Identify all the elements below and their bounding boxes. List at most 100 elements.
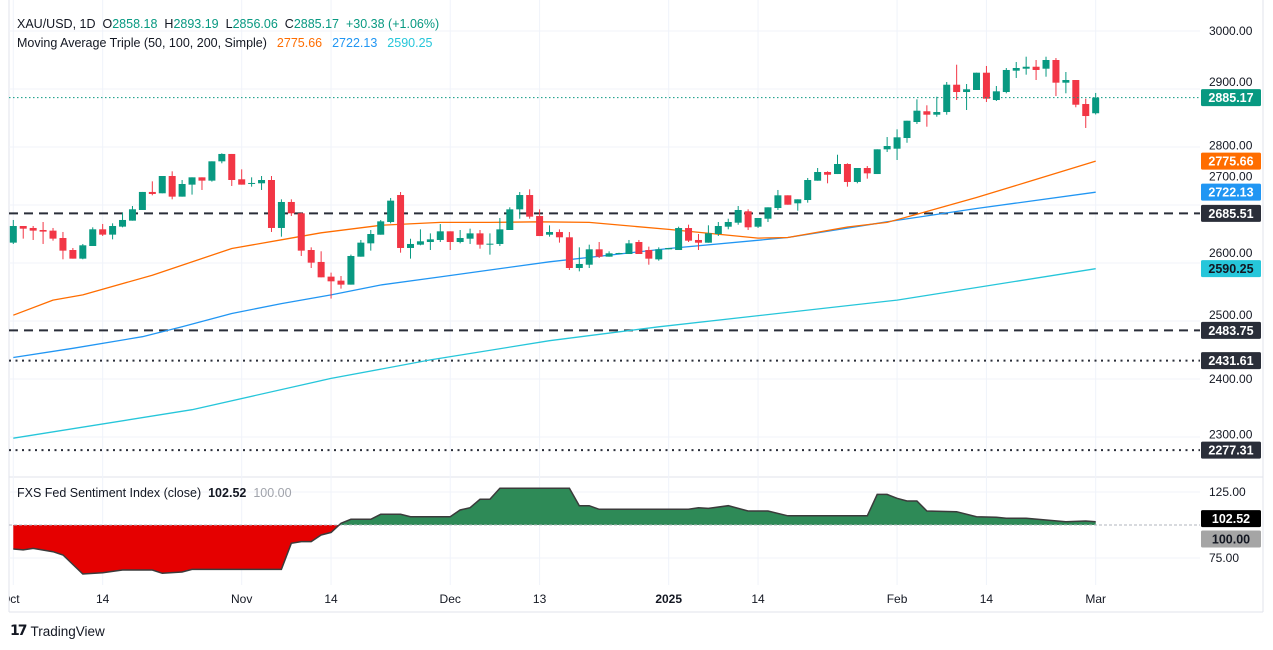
indicator-line[interactable]	[13, 487, 1096, 575]
candle-bullish[interactable]	[248, 177, 256, 187]
candle-bearish[interactable]	[923, 105, 931, 127]
candle-bullish[interactable]	[655, 247, 663, 261]
candle-bearish[interactable]	[982, 65, 990, 102]
candle-bullish[interactable]	[724, 218, 732, 230]
candle-bearish[interactable]	[555, 229, 563, 243]
candle-bearish[interactable]	[29, 225, 37, 240]
candle-bullish[interactable]	[804, 177, 812, 203]
candle-bullish[interactable]	[1012, 61, 1020, 78]
candle-bearish[interactable]	[267, 176, 275, 232]
candle-bullish[interactable]	[188, 177, 196, 195]
candle-bullish[interactable]	[426, 233, 434, 251]
candle-bullish[interactable]	[963, 84, 971, 110]
candle-bullish[interactable]	[714, 221, 722, 236]
candle-bearish[interactable]	[69, 247, 77, 259]
candle-bullish[interactable]	[486, 233, 494, 255]
candle-bullish[interactable]	[347, 254, 355, 285]
candle-bullish[interactable]	[546, 225, 554, 237]
sma-200-line[interactable]	[13, 268, 1096, 439]
sma-100-line[interactable]	[13, 191, 1096, 359]
candle-bullish[interactable]	[625, 239, 633, 255]
candle-bullish[interactable]	[436, 224, 444, 243]
candle-bearish[interactable]	[397, 192, 405, 253]
candle-bullish[interactable]	[734, 205, 742, 225]
candle-bearish[interactable]	[49, 227, 57, 241]
candle-bullish[interactable]	[119, 212, 127, 228]
candle-bearish[interactable]	[536, 209, 544, 237]
candle-bullish[interactable]	[456, 229, 464, 244]
candle-bullish[interactable]	[128, 205, 136, 221]
candle-bullish[interactable]	[466, 228, 474, 244]
price-axis[interactable]: 3000.00 2900.00 2800.00 2700.00 2600.00 2500.…	[1201, 24, 1261, 565]
candle-bullish[interactable]	[675, 226, 683, 251]
candle-bullish[interactable]	[208, 161, 216, 182]
candle-bearish[interactable]	[307, 247, 315, 268]
candle-bullish[interactable]	[764, 207, 772, 222]
candle-bullish[interactable]	[377, 220, 385, 235]
candle-bullish[interactable]	[665, 247, 673, 250]
candle-bearish[interactable]	[1032, 60, 1040, 81]
candle-bullish[interactable]	[704, 225, 712, 243]
candle-bullish[interactable]	[407, 238, 414, 259]
candle-bearish[interactable]	[1052, 58, 1060, 97]
candle-bearish[interactable]	[685, 224, 693, 243]
candle-bullish[interactable]	[873, 149, 881, 175]
candle-bullish[interactable]	[585, 244, 593, 268]
candle-bullish[interactable]	[774, 189, 782, 210]
candle-bullish[interactable]	[943, 81, 951, 115]
candle-bearish[interactable]	[565, 232, 573, 271]
candle-bullish[interactable]	[893, 129, 901, 160]
candle-bullish[interactable]	[178, 180, 186, 197]
candle-bearish[interactable]	[1072, 80, 1080, 108]
candle-bullish[interactable]	[387, 197, 395, 224]
candle-bullish[interactable]	[794, 199, 802, 211]
candle-bullish[interactable]	[615, 252, 623, 255]
candle-bearish[interactable]	[228, 153, 236, 186]
indicator-pane[interactable]	[9, 487, 1200, 575]
candle-bullish[interactable]	[158, 176, 166, 194]
candle-bullish[interactable]	[109, 223, 117, 240]
candle-bullish[interactable]	[9, 219, 17, 244]
candle-bearish[interactable]	[287, 199, 295, 216]
candle-bearish[interactable]	[635, 239, 643, 255]
candle-bullish[interactable]	[754, 217, 762, 228]
candle-bearish[interactable]	[526, 189, 534, 219]
candle-bullish[interactable]	[506, 207, 514, 230]
candle-bullish[interactable]	[973, 72, 981, 90]
candle-bearish[interactable]	[327, 272, 335, 299]
candle-bearish[interactable]	[19, 225, 27, 239]
candle-bullish[interactable]	[1042, 56, 1050, 77]
candle-bearish[interactable]	[824, 171, 832, 184]
candle-bearish[interactable]	[446, 231, 454, 251]
candle-bearish[interactable]	[694, 234, 702, 251]
tradingview-branding[interactable]: 17 TradingView	[10, 623, 105, 639]
candle-bullish[interactable]	[79, 243, 87, 260]
main-pane[interactable]	[9, 56, 1200, 452]
candle-bullish[interactable]	[258, 176, 266, 190]
candle-bullish[interactable]	[853, 167, 861, 184]
candle-bearish[interactable]	[59, 231, 67, 260]
candle-bullish[interactable]	[1092, 92, 1100, 115]
candle-bullish[interactable]	[496, 217, 504, 247]
candle-bullish[interactable]	[1002, 68, 1010, 94]
candle-bullish[interactable]	[575, 247, 583, 272]
candle-bearish[interactable]	[595, 242, 603, 259]
candle-bearish[interactable]	[784, 195, 792, 205]
candle-bullish[interactable]	[1062, 72, 1070, 94]
candle-bearish[interactable]	[39, 221, 47, 244]
candle-bullish[interactable]	[1022, 56, 1030, 75]
candle-bearish[interactable]	[148, 181, 156, 196]
candle-bearish[interactable]	[476, 229, 484, 249]
candle-bullish[interactable]	[516, 192, 524, 219]
candle-bearish[interactable]	[168, 171, 176, 200]
candle-bullish[interactable]	[89, 227, 97, 247]
candle-bearish[interactable]	[843, 163, 851, 187]
candle-bearish[interactable]	[645, 246, 653, 265]
candle-bullish[interactable]	[138, 191, 146, 210]
candle-bullish[interactable]	[903, 120, 911, 143]
indicator-legend[interactable]: FXS Fed Sentiment Index (close) 102.52 1…	[17, 486, 292, 500]
candle-bullish[interactable]	[218, 153, 226, 164]
candle-bullish[interactable]	[913, 99, 921, 124]
candle-bearish[interactable]	[238, 169, 246, 185]
